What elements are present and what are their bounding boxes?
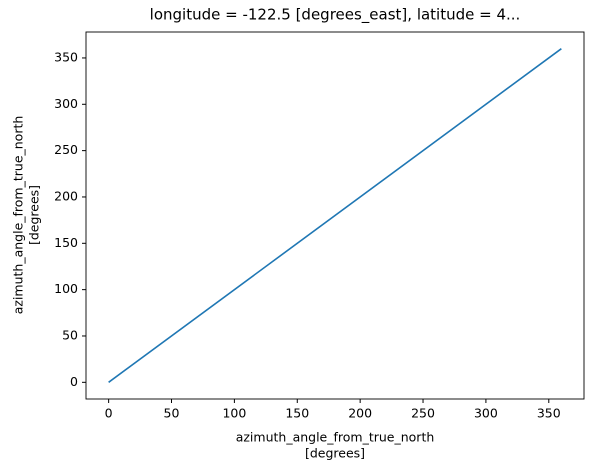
x-axis-label: azimuth_angle_from_true_north (236, 430, 435, 445)
y-axis-label: [degrees] (27, 185, 42, 245)
x-tick-label: 100 (222, 406, 246, 421)
y-tick-label: 200 (54, 188, 78, 203)
line (108, 48, 562, 383)
x-tick-label: 300 (474, 406, 498, 421)
x-axis-label: [degrees] (305, 446, 365, 461)
y-tick-label: 150 (54, 235, 78, 250)
x-tick-label: 250 (411, 406, 435, 421)
x-tick-label: 200 (348, 406, 372, 421)
x-tick-label: 50 (164, 406, 180, 421)
x-tick-label: 350 (537, 406, 561, 421)
y-axis-label: azimuth_angle_from_true_north (11, 116, 26, 315)
plot-frame (85, 31, 585, 400)
y-tick-label: 300 (54, 96, 78, 111)
y-tick-label: 350 (54, 49, 78, 64)
y-tick-label: 0 (70, 374, 78, 389)
x-tick-label: 150 (285, 406, 309, 421)
y-tick-label: 50 (62, 327, 78, 342)
x-tick-label: 0 (105, 406, 113, 421)
chart-title: longitude = -122.5 [degrees_east], latit… (150, 6, 521, 25)
y-tick-label: 100 (54, 281, 78, 296)
y-tick-label: 250 (54, 142, 78, 157)
